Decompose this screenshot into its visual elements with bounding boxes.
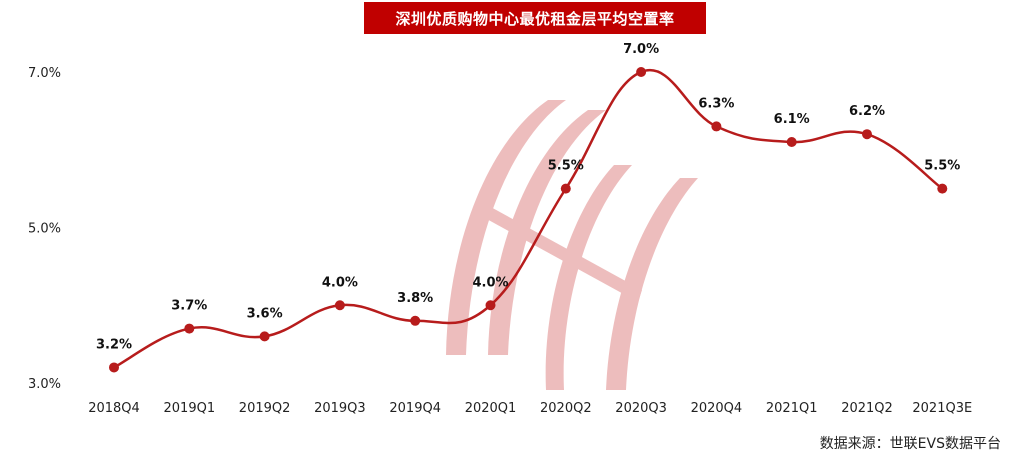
data-label: 3.8% <box>397 291 433 306</box>
y-tick-label: 7.0% <box>28 66 61 81</box>
data-label: 3.6% <box>247 306 283 321</box>
x-tick-label: 2021Q3E <box>912 401 972 416</box>
data-label: 4.0% <box>472 275 508 290</box>
x-tick-label: 2019Q3 <box>314 401 366 416</box>
data-label: 6.2% <box>849 104 885 119</box>
y-axis: 3.0% 5.0% 7.0% <box>28 66 61 392</box>
data-point <box>259 331 270 342</box>
y-tick-label: 3.0% <box>28 377 61 392</box>
data-label: 5.5% <box>924 159 960 174</box>
data-label: 6.1% <box>774 112 810 127</box>
x-tick-label: 2019Q1 <box>164 401 216 416</box>
x-tick-label: 2020Q4 <box>691 401 743 416</box>
data-point <box>485 300 496 311</box>
x-axis: 2018Q4 2019Q1 2019Q2 2019Q3 2019Q4 2020Q1 2020… <box>88 401 972 416</box>
data-point <box>636 67 647 77</box>
data-points <box>109 67 948 373</box>
x-tick-label: 2021Q1 <box>766 401 818 416</box>
x-tick-label: 2018Q4 <box>88 401 140 416</box>
data-label: 7.0% <box>623 42 659 57</box>
data-point <box>937 183 948 194</box>
data-label: 4.0% <box>322 275 358 290</box>
data-point <box>109 362 119 373</box>
y-tick-label: 5.0% <box>28 222 61 237</box>
data-label: 3.7% <box>171 299 207 314</box>
x-tick-label: 2019Q4 <box>389 401 441 416</box>
x-tick-label: 2020Q3 <box>615 401 667 416</box>
data-label: 6.3% <box>698 96 734 111</box>
x-tick-label: 2020Q2 <box>540 401 592 416</box>
data-point <box>711 121 722 132</box>
x-tick-label: 2021Q2 <box>841 401 893 416</box>
data-point <box>334 300 345 311</box>
data-point <box>786 136 797 147</box>
data-label: 3.2% <box>96 337 132 352</box>
data-point <box>410 315 421 326</box>
data-point <box>560 183 571 194</box>
data-label: 5.5% <box>548 159 584 174</box>
data-labels: 3.2% 3.7% 3.6% 4.0% 3.8% 4.0% 5.5% 7.0% 6.3% 6.1%… <box>96 42 960 352</box>
x-tick-label: 2020Q1 <box>465 401 517 416</box>
data-point <box>184 323 195 334</box>
data-point <box>862 129 872 140</box>
chart-title: 深圳优质购物中心最优租金层平均空置率 <box>364 2 706 34</box>
x-tick-label: 2019Q2 <box>239 401 291 416</box>
watermark-logo <box>446 100 698 390</box>
source-note: 数据来源：世联EVS数据平台 <box>819 436 1001 452</box>
